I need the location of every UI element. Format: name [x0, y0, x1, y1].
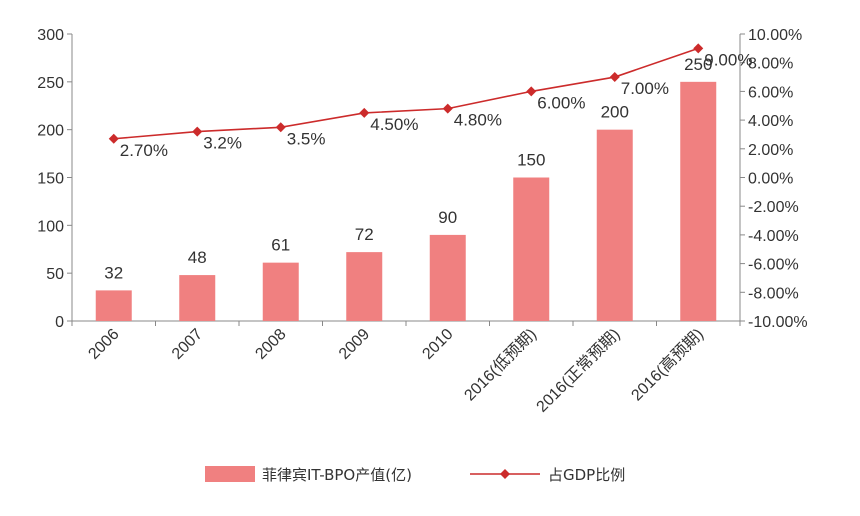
line-point-marker [442, 103, 453, 114]
left-tick-label: 200 [37, 123, 64, 140]
bar [429, 234, 466, 321]
bar [513, 177, 550, 321]
x-tick-label: 2010 [419, 326, 456, 363]
right-tick-label: 6.00% [748, 84, 793, 101]
bar-data-label: 90 [438, 208, 457, 227]
bar-data-label: 250 [684, 55, 712, 74]
legend-line-marker [500, 469, 510, 479]
bar [680, 81, 717, 321]
line-data-label: 6.00% [537, 93, 585, 112]
line-point-marker [609, 72, 620, 83]
x-tick-label: 2006 [85, 326, 122, 363]
legend-line-label: 占GDP比例 [548, 466, 625, 484]
right-tick-label: -4.00% [748, 228, 799, 245]
right-tick-label: 2.00% [748, 142, 793, 159]
left-tick-label: 150 [37, 171, 64, 188]
legend-bar-swatch [205, 466, 255, 482]
left-tick-label: 100 [37, 218, 64, 235]
x-tick-label: 2009 [336, 326, 373, 363]
line-data-label: 4.80% [454, 111, 502, 130]
left-tick-label: 300 [37, 27, 64, 44]
line-data-label: 2.70% [120, 141, 168, 160]
bar-data-label: 72 [355, 225, 374, 244]
line-point-marker [192, 126, 203, 137]
x-tick-label: 2016(低预期) [461, 325, 540, 404]
bar [95, 290, 132, 321]
line-point-marker [526, 86, 537, 97]
bar [346, 252, 383, 321]
left-tick-label: 50 [46, 266, 64, 283]
line-series [113, 47, 699, 140]
right-tick-label: -10.00% [748, 314, 808, 331]
right-tick-label: -8.00% [748, 285, 799, 302]
x-tick-label: 2008 [252, 326, 289, 363]
bar-data-label: 48 [188, 248, 207, 267]
bar-data-label: 32 [104, 263, 123, 282]
bar [262, 262, 299, 321]
bar-data-label: 61 [271, 236, 290, 255]
x-tick-label: 2016(高预期) [628, 325, 707, 404]
x-tick-label: 2007 [169, 326, 206, 363]
x-tick-label: 2016(正常预期) [533, 325, 624, 416]
right-tick-label: 0.00% [748, 171, 793, 188]
line-point-marker [693, 43, 704, 54]
right-tick-label: 10.00% [748, 27, 802, 44]
line-data-label: 4.50% [370, 115, 418, 134]
right-tick-label: -6.00% [748, 257, 799, 274]
line-data-label: 3.5% [287, 129, 326, 148]
line-point-marker [359, 107, 370, 118]
bar [179, 275, 216, 321]
line-point-marker [275, 122, 286, 133]
line-data-label: 9.00% [704, 50, 752, 69]
bar-data-label: 200 [601, 103, 629, 122]
left-tick-label: 250 [37, 75, 64, 92]
line-data-label: 3.2% [203, 134, 242, 153]
right-tick-label: 4.00% [748, 113, 793, 130]
legend-bar-label: 菲律宾IT-BPO产值(亿) [262, 466, 412, 484]
bar-data-label: 150 [517, 151, 545, 170]
right-tick-label: 8.00% [748, 56, 793, 73]
line-point-marker [108, 133, 119, 144]
line-data-label: 7.00% [621, 79, 669, 98]
left-tick-label: 0 [55, 314, 64, 331]
right-tick-label: -2.00% [748, 199, 799, 216]
bar [596, 129, 633, 321]
